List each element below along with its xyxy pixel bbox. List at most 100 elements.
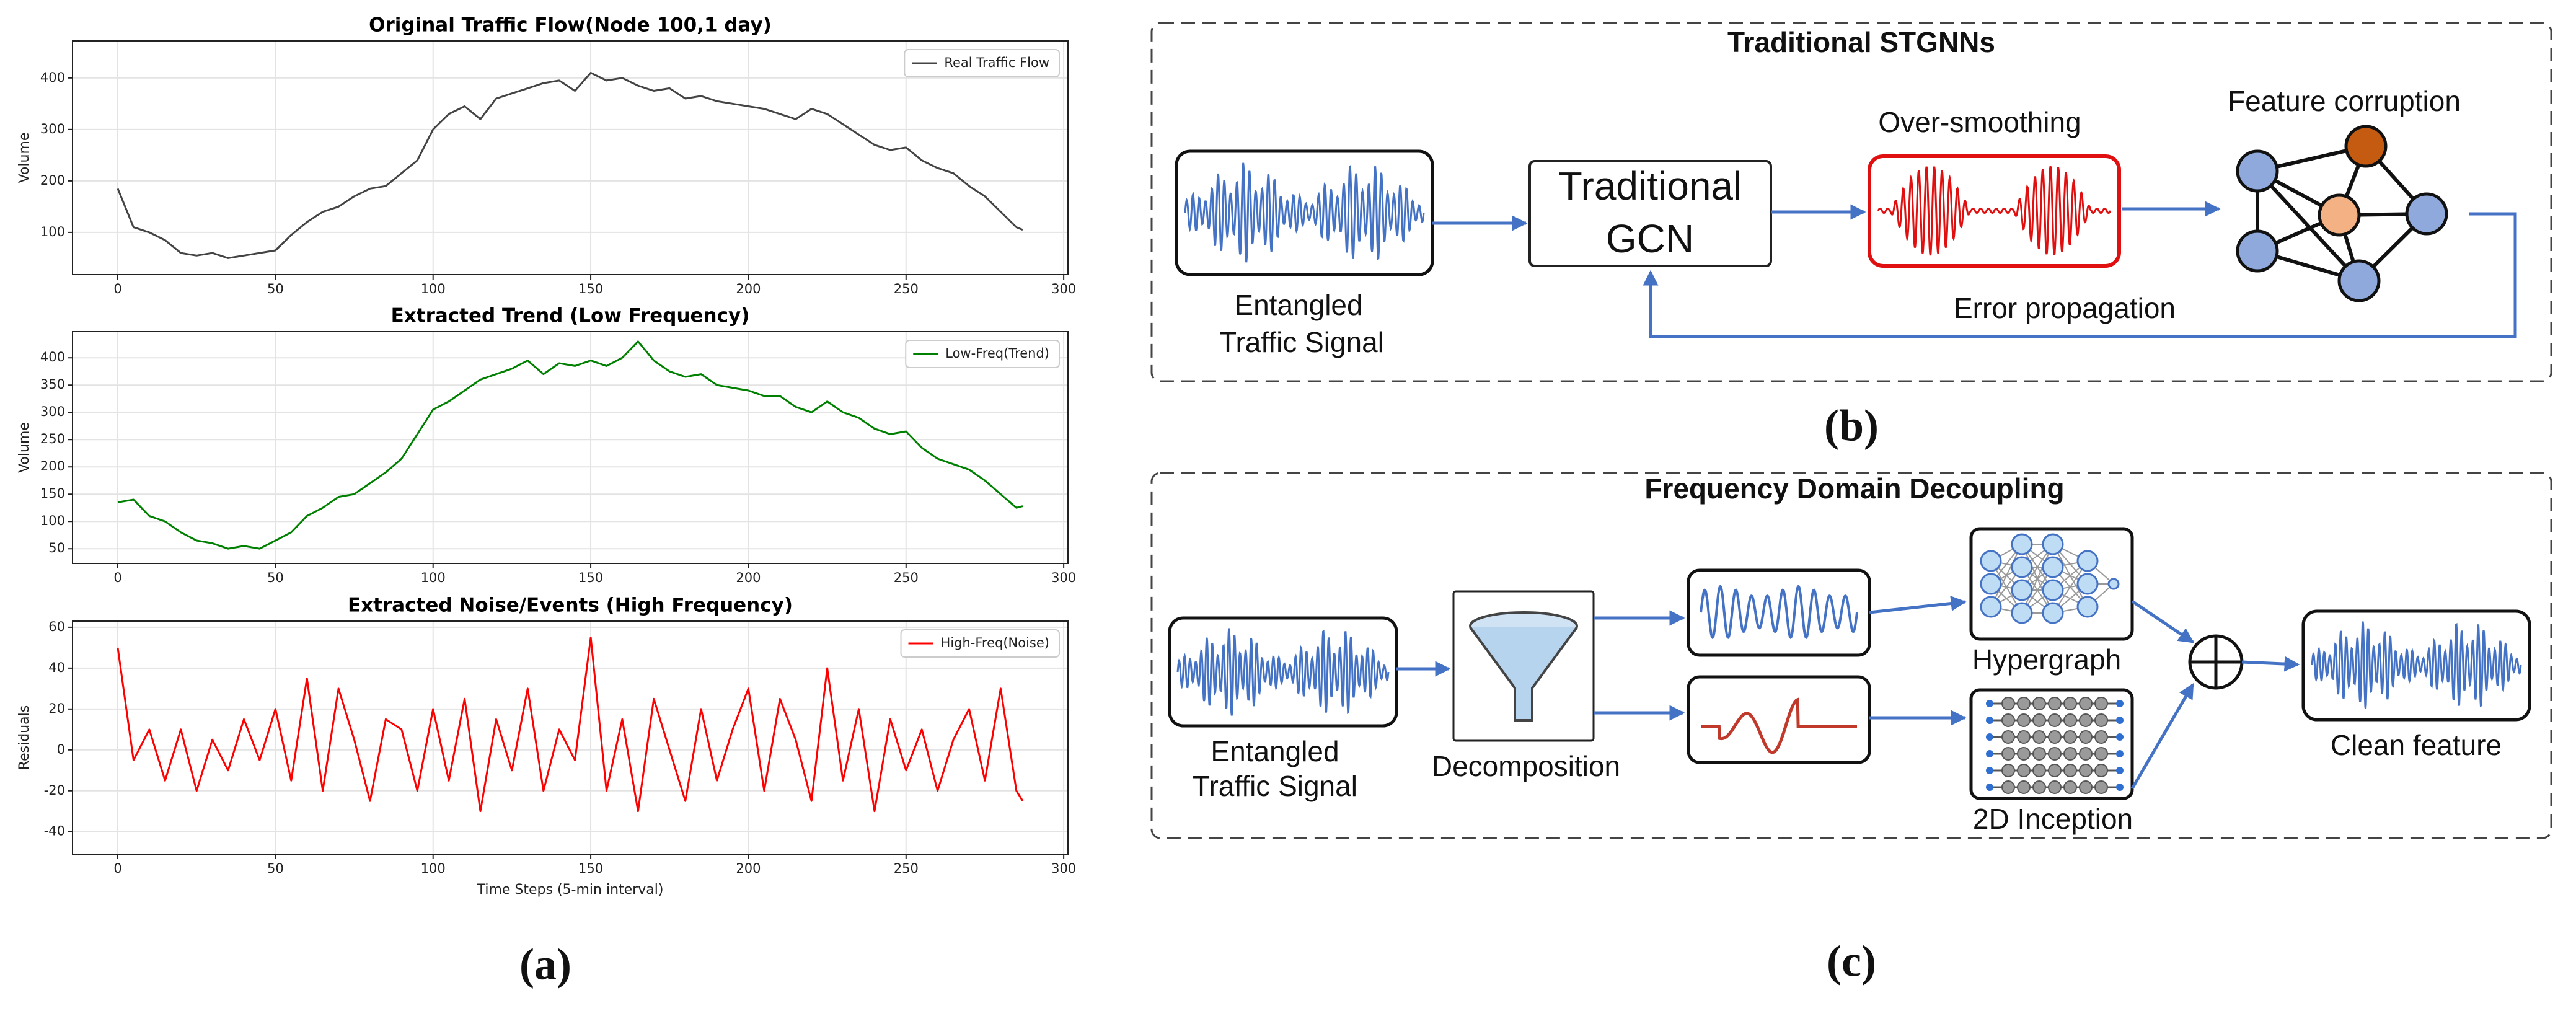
output-label: Clean feature [2331,729,2502,761]
x-tick-label: 0 [113,861,121,876]
data-line [117,72,1023,259]
grid-cell [2032,713,2046,727]
panel-b: Traditional STGNNs Entangled Traffic Sig… [1150,22,2552,382]
x-tick-label: 300 [1051,570,1076,585]
input-label: Traffic Signal [1219,326,1384,358]
nn-node [2011,602,2033,624]
smoothing-label: Over-smoothing [1878,106,2081,138]
grid-cell [2032,730,2046,744]
y-axis-label: Volume [17,133,32,183]
x-tick-label: 100 [421,570,446,585]
y-tick-label: 100 [40,513,65,528]
arrow [1869,596,1967,614]
y-tick-label: 100 [40,224,65,239]
x-tick-label: 150 [578,861,603,876]
data-line [117,636,1024,813]
grid-cell [2079,764,2093,777]
nn-edge [2021,544,2053,614]
grid-cell [2048,713,2062,727]
y-tick-label: 250 [40,431,65,446]
x-tick-label: 250 [894,861,919,876]
nn-node [2107,578,2120,590]
grid-cell [2048,780,2062,794]
grid-cell [2079,730,2093,744]
grid-cell [2001,713,2015,727]
x-tick-label: 250 [894,570,919,585]
x-tick-label: 250 [894,281,919,296]
low-freq-wave [1701,697,1857,754]
nn-node [1980,550,2002,572]
x-axis-label: Time Steps (5-min interval) [477,882,664,898]
grid-dot [2116,717,2124,724]
grid-cell [2063,697,2077,710]
high-freq-wave [1700,585,1858,640]
nn-node [2011,533,2033,555]
grid-cell [2094,713,2108,727]
nn-node [2076,573,2099,595]
panel-title: Frequency Domain Decoupling [1644,472,2064,505]
x-tick-label: 200 [736,281,761,296]
y-tick-label: 20 [48,701,65,716]
nn-node [2042,533,2064,555]
x-tick-label: 200 [736,570,761,585]
grid-cell [2063,730,2077,744]
grid-cell [2032,780,2046,794]
inception-icon [1986,697,2124,794]
grid-cell [2032,747,2046,761]
signal-wave [1184,162,1425,263]
nn-node [2076,596,2099,618]
panel-frame [1150,472,2552,839]
legend-box [904,49,1060,77]
x-tick-label: 0 [113,281,121,296]
grid-cell [2001,780,2015,794]
nn-edge [1990,544,2022,607]
graph-node [2337,259,2381,302]
line-chart: 0 50 100 150 200 250 300 -40 -20 0 20 40 60 Extracted… [17,594,1076,898]
chart-title: Extracted Trend (Low Frequency) [391,305,750,327]
smoothed-wave [1877,166,2112,256]
y-axis-label: Residuals [17,705,32,770]
grid-cell [2048,697,2062,710]
grid-dot [2116,784,2124,791]
grid-dot [2116,750,2124,757]
data-line [117,340,1023,550]
plot-area [73,332,1068,563]
plot-frame [72,620,1069,855]
y-tick-label: 300 [40,404,65,419]
hypergraph-label: Hypergraph [1972,643,2121,676]
grid-cell [2001,747,2015,761]
funnel [1469,626,1578,722]
grid-cell [2001,764,2015,777]
y-tick-label: 0 [57,742,65,757]
grid-dot [1986,700,1993,707]
y-tick-label: -20 [44,783,65,798]
grid-cell [2017,747,2031,761]
legend-box [905,340,1060,368]
graph-edge [2256,169,2361,283]
x-tick-label: 100 [421,861,446,876]
x-tick-label: 50 [267,861,284,876]
y-tick-label: 200 [40,459,65,474]
grid-cell [2079,747,2093,761]
y-tick-label: 400 [40,70,65,85]
y-tick-label: 350 [40,377,65,392]
x-tick-label: 100 [421,281,446,296]
plot-area [73,41,1068,275]
grid-dot [1986,784,1993,791]
graph-node [2344,125,2388,168]
panel-label: (a) [519,940,571,989]
grid-cell [2032,764,2046,777]
arrow [2241,656,2300,672]
arrow [2130,682,2195,790]
graph-node [2236,149,2279,193]
hypergraph-icon [1980,533,2120,624]
grid-cell [2063,713,2077,727]
nn-node [2042,556,2064,578]
grid-cell [2094,764,2108,777]
corruption-label: Feature corruption [2228,85,2461,117]
decomposition-label: Decomposition [1432,750,1620,782]
input-label: Traffic Signal [1193,770,1357,802]
y-tick-label: 400 [40,350,65,364]
grid-cell [2017,730,2031,744]
arrow [2131,599,2195,644]
